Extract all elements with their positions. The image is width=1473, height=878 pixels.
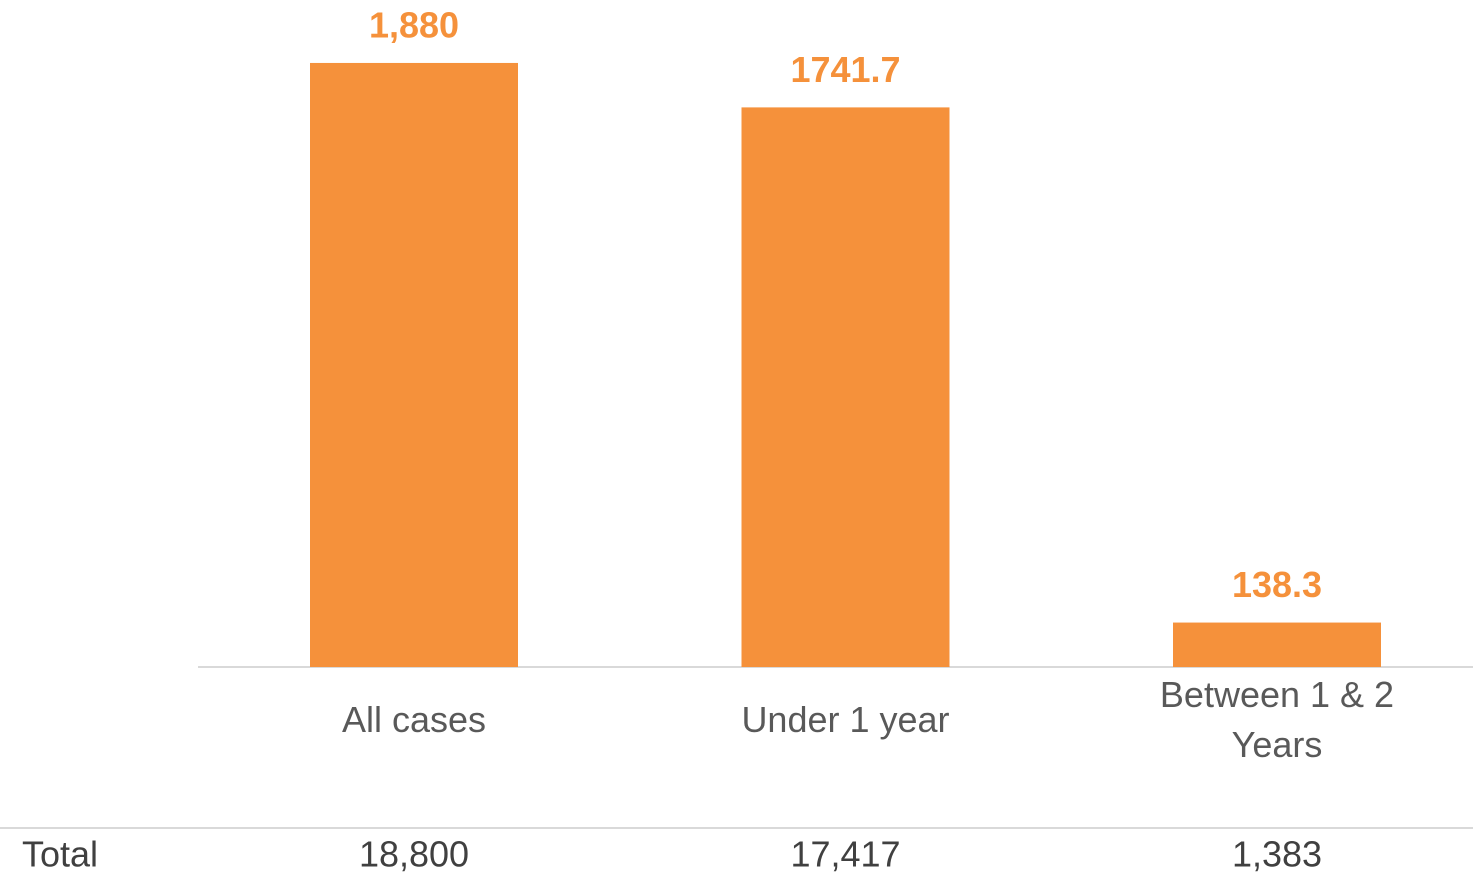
table-row-label: Total [22, 834, 98, 875]
bar [310, 62, 518, 668]
value-label: 1741.7 [790, 49, 900, 90]
table-cell: 17,417 [790, 834, 900, 875]
table-cell: 18,800 [359, 834, 469, 875]
x-tick-label: Under 1 year [741, 699, 950, 740]
bar [1173, 622, 1381, 667]
x-tick-label: All cases [341, 699, 487, 740]
value-label: 1,880 [369, 4, 459, 45]
bar [741, 107, 950, 668]
value-label: 138.3 [1232, 564, 1322, 605]
x-tick-label: Between 1 & 2 Years [1159, 674, 1395, 765]
table-cell: 1,383 [1232, 834, 1322, 875]
